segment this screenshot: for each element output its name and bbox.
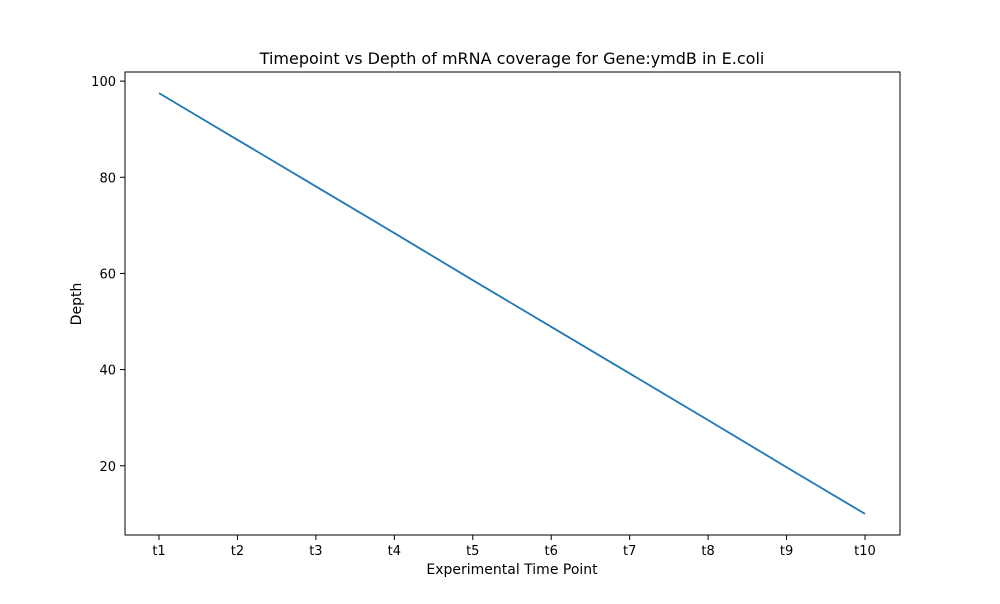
x-tick-label: t4 bbox=[388, 544, 401, 559]
y-tick-label: 100 bbox=[91, 75, 116, 90]
x-tick-label: t6 bbox=[545, 544, 558, 559]
plot-frame bbox=[124, 71, 901, 536]
series-line bbox=[158, 92, 866, 515]
y-tick-label: 40 bbox=[99, 364, 116, 379]
y-tick-label: 60 bbox=[99, 267, 116, 282]
x-tick-label: t1 bbox=[152, 544, 165, 559]
x-tick-label: t5 bbox=[466, 544, 479, 559]
plot-lines bbox=[158, 92, 866, 515]
y-tick-label: 80 bbox=[99, 171, 116, 186]
x-tick-label: t8 bbox=[701, 544, 714, 559]
y-axis-label: Depth bbox=[69, 283, 85, 326]
x-tick-label: t9 bbox=[780, 544, 793, 559]
x-tick-label: t10 bbox=[854, 544, 876, 559]
y-axis: 20 40 60 80 100 bbox=[91, 75, 125, 475]
x-axis: t1 t2 t3 t4 t5 t6 t7 t8 t9 t10 bbox=[152, 535, 876, 559]
x-tick-label: t3 bbox=[309, 544, 322, 559]
x-tick-label: t7 bbox=[623, 544, 636, 559]
x-tick-label: t2 bbox=[231, 544, 244, 559]
chart-title: Timepoint vs Depth of mRNA coverage for … bbox=[259, 49, 765, 68]
y-tick-label: 20 bbox=[99, 460, 116, 475]
x-axis-label: Experimental Time Point bbox=[426, 562, 598, 578]
